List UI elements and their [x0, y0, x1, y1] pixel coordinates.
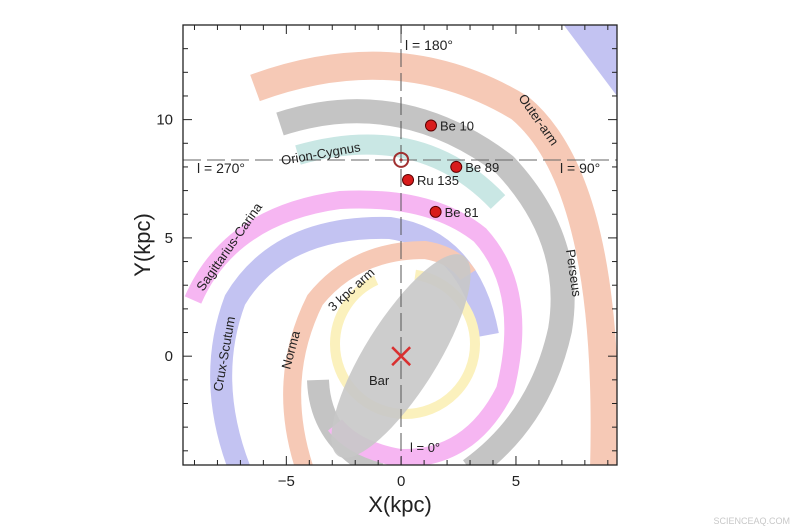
- plot-frame: [182, 24, 618, 466]
- x-tick-label: −5: [278, 473, 295, 490]
- l0-label: l = 0°: [410, 440, 440, 455]
- y-tick-label: 0: [165, 348, 173, 365]
- data-marks: Be 10 Be 89 Ru 135 Be 81: [391, 119, 499, 367]
- sun-marker-dot: [399, 158, 403, 162]
- axis-ticks: −5 0 5 0 5 10: [156, 25, 617, 490]
- l90-label: l = 90°: [560, 160, 600, 176]
- l180-label: l = 180°: [405, 37, 453, 53]
- y-axis-label: Y(kpc): [130, 213, 155, 277]
- cluster-label: Ru 135: [417, 173, 459, 188]
- cluster-point: [429, 205, 442, 218]
- x-tick-label: 5: [512, 473, 520, 490]
- spiral-arms: [183, 25, 617, 465]
- cluster-label: Be 10: [440, 119, 474, 134]
- y-tick-label: 10: [156, 112, 173, 129]
- perseus-label: Perseus: [563, 248, 585, 298]
- cluster-label: Be 81: [445, 205, 479, 220]
- cluster-point: [425, 119, 437, 132]
- cluster-label: Be 89: [465, 160, 499, 175]
- cluster-point: [450, 160, 463, 173]
- x-tick-label: 0: [397, 473, 405, 490]
- sun-marker: [393, 151, 410, 168]
- perseus-arm: [276, 99, 575, 465]
- orion-cygnus-arm: [295, 134, 506, 209]
- y-tick-label: 5: [165, 230, 173, 247]
- x-axis-label: X(kpc): [368, 492, 432, 517]
- bar-label: Bar: [369, 373, 390, 388]
- sagittarius-carina-arm: [184, 190, 523, 465]
- norma-arm: [283, 240, 476, 465]
- outer-arm: [250, 51, 617, 465]
- blue-arm-corner: [563, 25, 617, 96]
- watermark: SCIENCEAQ.COM: [713, 516, 790, 526]
- galactic-center-marker: [391, 346, 412, 367]
- 3kpc-arm: [330, 269, 480, 419]
- l270-label: l = 270°: [197, 160, 245, 176]
- cluster-point: [402, 173, 415, 186]
